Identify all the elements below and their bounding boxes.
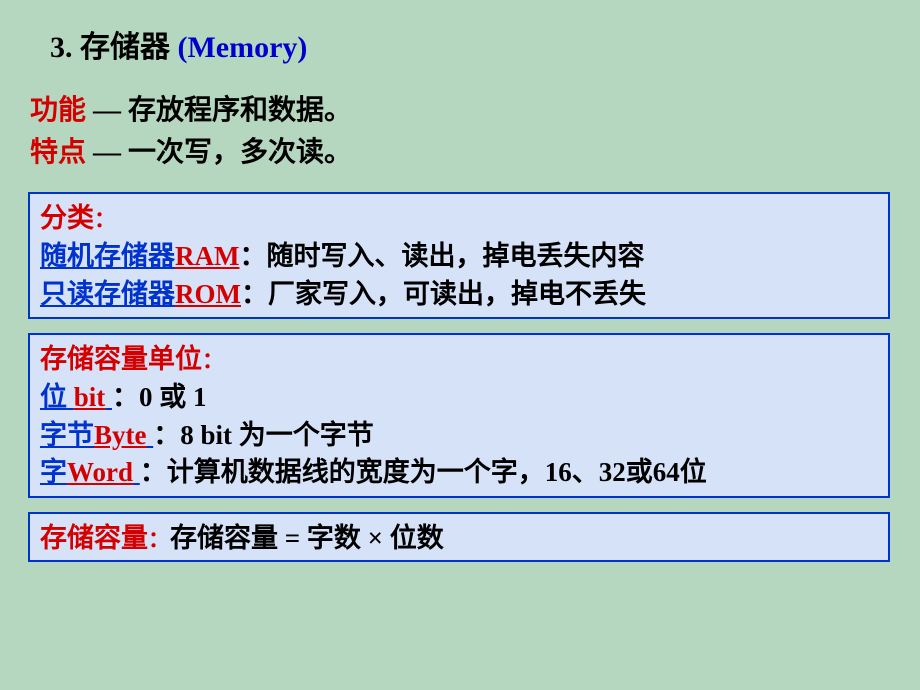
- word-after: [133, 457, 140, 487]
- ram-en: RAM: [175, 241, 239, 271]
- byte-cn: 字节: [40, 420, 94, 450]
- panel1-colon: ：: [94, 207, 116, 232]
- panel2-title-row: 存储容量单位：: [40, 341, 878, 379]
- bit-space: [67, 382, 74, 412]
- panel2-row-byte: 字节Byte ：8 bit 为一个字节: [40, 417, 878, 455]
- function-line: 功能 — 存放程序和数据。: [30, 88, 352, 128]
- title-prefix: 3.: [50, 31, 80, 64]
- word-cn: 字: [40, 457, 67, 487]
- bit-en: bit: [74, 382, 106, 412]
- feature-label: 特点: [30, 137, 86, 168]
- function-dash: —: [86, 95, 128, 126]
- byte-en: Byte: [94, 420, 146, 450]
- panel3-text: 存储容量 = 字数 × 位数: [170, 523, 444, 553]
- panel1-title: 分类: [40, 203, 94, 233]
- ram-cn: 随机存储器: [40, 241, 175, 271]
- title-space: [170, 31, 178, 64]
- panel2-row-word: 字Word ：计算机数据线的宽度为一个字，16、32或64位: [40, 454, 878, 492]
- function-label: 功能: [30, 95, 86, 126]
- panel1-title-row: 分类：: [40, 200, 878, 238]
- panel1-row-rom: 只读存储器ROM：厂家写入，可读出，掉电不丢失: [40, 276, 878, 314]
- panel2-title: 存储容量单位: [40, 344, 202, 374]
- panel-capacity: 存储容量：存储容量 = 字数 × 位数: [28, 512, 890, 562]
- panel2-row-bit: 位 bit ：0 或 1: [40, 379, 878, 417]
- bit-cn: 位: [40, 382, 67, 412]
- feature-text: 一次写，多次读。: [128, 137, 352, 168]
- rom-rest: ：厂家写入，可读出，掉电不丢失: [241, 279, 646, 309]
- bit-rest: ：0 或 1: [112, 382, 207, 412]
- section-title: 3. 存储器 (Memory): [50, 22, 307, 66]
- panel3-row: 存储容量：存储容量 = 字数 × 位数: [40, 520, 878, 558]
- title-chinese: 存储器: [80, 31, 170, 64]
- panel-capacity-unit: 存储容量单位： 位 bit ：0 或 1 字节Byte ：8 bit 为一个字节…: [28, 333, 890, 498]
- panel1-row-ram: 随机存储器RAM：随时写入、读出，掉电丢失内容: [40, 238, 878, 276]
- panel3-colon: ：: [148, 527, 170, 552]
- word-en: Word: [67, 457, 133, 487]
- feature-dash: —: [86, 137, 128, 168]
- title-english: (Memory): [178, 31, 308, 64]
- panel3-title: 存储容量: [40, 523, 148, 553]
- bit-after: [105, 382, 112, 412]
- word-rest: ：计算机数据线的宽度为一个字，16、32或64位: [140, 457, 707, 487]
- panel-classification: 分类： 随机存储器RAM：随时写入、读出，掉电丢失内容 只读存储器ROM：厂家写…: [28, 192, 890, 319]
- ram-rest: ：随时写入、读出，掉电丢失内容: [239, 241, 644, 271]
- rom-en: ROM: [175, 279, 241, 309]
- panel2-colon: ：: [202, 348, 224, 373]
- feature-line: 特点 — 一次写，多次读。: [30, 130, 352, 170]
- rom-cn: 只读存储器: [40, 279, 175, 309]
- byte-rest: ：8 bit 为一个字节: [153, 420, 374, 450]
- slide: 3. 存储器 (Memory) 功能 — 存放程序和数据。 特点 — 一次写，多…: [0, 0, 920, 690]
- function-text: 存放程序和数据。: [128, 95, 352, 126]
